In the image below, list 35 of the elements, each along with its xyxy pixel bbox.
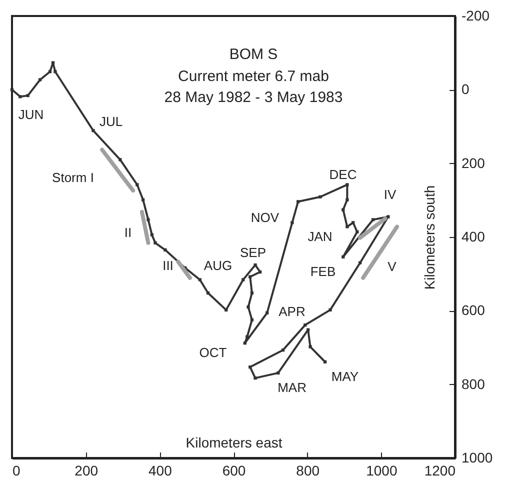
x-tick-label: 0 xyxy=(12,462,20,478)
annotation: MAR xyxy=(278,380,306,395)
x-tick-label: 600 xyxy=(222,462,246,478)
y-tick-label: 1000 xyxy=(462,450,493,466)
annotation: AUG xyxy=(204,258,232,273)
annotation: JUL xyxy=(99,114,123,129)
y-axis-title: Kilometers south xyxy=(422,185,438,290)
annotation: NOV xyxy=(250,210,280,225)
annotation: FEB xyxy=(310,264,336,279)
annotation: II xyxy=(124,225,132,240)
annotation: DEC xyxy=(329,167,357,182)
x-tick-label: 1000 xyxy=(366,462,398,478)
annotation: SEP xyxy=(240,245,266,260)
annotation: Storm I xyxy=(52,170,94,185)
x-tick-label: 1200 xyxy=(424,462,456,478)
x-tick-label: 400 xyxy=(148,462,172,478)
text: Current meter 6.7 mab 28 May 1982 - 3 May 1983 xyxy=(164,68,343,106)
annotation: JUN xyxy=(18,107,44,122)
annotation: IV xyxy=(384,187,396,202)
x-tick-label: 200 xyxy=(74,462,98,478)
annotation: APR xyxy=(278,304,306,319)
y-tick-label: 800 xyxy=(462,376,486,392)
y-tick-label: 200 xyxy=(462,154,486,171)
annotation: OCT xyxy=(199,345,227,360)
y-tick-label: 600 xyxy=(462,302,486,318)
y-tick-label: -200 xyxy=(462,8,490,24)
x-axis-title: Kilometers east xyxy=(186,434,282,450)
annotation: III xyxy=(162,258,174,273)
x-tick-label: 800 xyxy=(296,462,320,478)
y-tick-label: 0 xyxy=(462,81,470,98)
y-tick-label: 400 xyxy=(462,228,486,244)
annotation: V xyxy=(388,259,397,274)
annotation: MAY xyxy=(331,369,359,384)
text: BOM S xyxy=(229,46,278,63)
annotation: JAN xyxy=(308,229,332,244)
